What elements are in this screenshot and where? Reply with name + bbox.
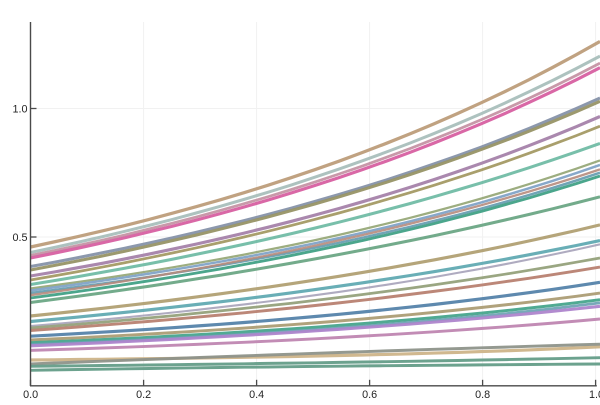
svg-text:1.0: 1.0 bbox=[12, 103, 27, 115]
svg-text:0.4: 0.4 bbox=[249, 389, 264, 400]
svg-text:0.8: 0.8 bbox=[475, 389, 490, 400]
svg-text:0.6: 0.6 bbox=[362, 389, 377, 400]
svg-text:1.0: 1.0 bbox=[589, 389, 600, 400]
svg-text:0.0: 0.0 bbox=[23, 389, 38, 400]
svg-text:0.5: 0.5 bbox=[12, 232, 27, 244]
svg-text:0.2: 0.2 bbox=[136, 389, 151, 400]
